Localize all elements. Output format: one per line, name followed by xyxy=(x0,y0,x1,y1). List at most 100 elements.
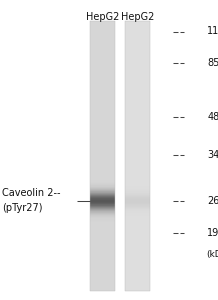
Bar xyxy=(125,111,150,112)
Bar xyxy=(125,61,150,62)
Text: 19: 19 xyxy=(207,227,218,238)
Bar xyxy=(90,146,115,147)
Bar xyxy=(125,83,150,84)
Bar xyxy=(125,184,150,185)
Bar xyxy=(90,64,115,65)
Text: (pTyr27): (pTyr27) xyxy=(2,203,43,214)
Bar xyxy=(90,209,115,210)
Bar xyxy=(125,265,150,266)
Bar xyxy=(125,250,150,251)
Bar xyxy=(90,29,115,30)
Bar xyxy=(90,100,115,101)
Bar xyxy=(90,44,115,45)
Bar xyxy=(125,140,150,141)
Bar xyxy=(90,171,115,172)
Bar xyxy=(125,40,150,41)
Bar xyxy=(90,287,115,288)
Bar xyxy=(125,84,150,85)
Bar xyxy=(125,278,150,279)
Bar xyxy=(90,172,115,173)
Bar xyxy=(125,230,150,231)
Bar xyxy=(90,25,115,26)
Bar xyxy=(90,182,115,183)
Bar xyxy=(90,85,115,86)
Bar xyxy=(125,32,150,33)
Bar xyxy=(125,164,150,165)
Bar xyxy=(90,155,115,156)
Bar xyxy=(90,87,115,88)
Bar xyxy=(90,194,115,195)
Bar xyxy=(90,238,115,239)
Bar xyxy=(125,141,150,142)
Bar xyxy=(125,279,150,280)
Bar xyxy=(125,160,150,161)
Bar xyxy=(125,255,150,256)
Bar xyxy=(125,95,150,96)
Bar xyxy=(90,56,115,57)
Bar xyxy=(90,77,115,78)
Bar xyxy=(90,101,115,102)
Bar xyxy=(125,122,150,123)
Bar xyxy=(125,235,150,236)
Bar xyxy=(90,254,115,255)
Bar xyxy=(125,171,150,172)
Bar xyxy=(90,158,115,159)
Bar xyxy=(125,24,150,25)
Bar xyxy=(125,187,150,188)
Bar xyxy=(90,235,115,236)
Bar xyxy=(90,286,115,287)
Bar xyxy=(90,165,115,166)
Bar xyxy=(90,76,115,77)
Bar xyxy=(90,21,115,291)
Bar xyxy=(90,276,115,277)
Bar xyxy=(125,74,150,75)
Bar xyxy=(90,114,115,115)
Bar xyxy=(125,138,150,139)
Bar xyxy=(125,202,150,203)
Bar xyxy=(125,191,150,192)
Bar xyxy=(125,25,150,26)
Bar xyxy=(125,197,150,198)
Bar xyxy=(125,118,150,119)
Bar xyxy=(90,115,115,116)
Bar xyxy=(90,259,115,260)
Bar xyxy=(125,199,150,200)
Bar xyxy=(125,94,150,95)
Bar xyxy=(125,90,150,91)
Bar xyxy=(125,161,150,162)
Bar xyxy=(125,152,150,153)
Bar xyxy=(90,208,115,209)
Bar xyxy=(90,78,115,79)
Bar xyxy=(90,49,115,50)
Bar xyxy=(125,149,150,150)
Bar xyxy=(125,178,150,179)
Bar xyxy=(90,220,115,221)
Bar xyxy=(90,252,115,253)
Bar xyxy=(90,253,115,254)
Bar xyxy=(90,157,115,158)
Bar xyxy=(125,151,150,152)
Bar xyxy=(90,196,115,197)
Bar xyxy=(90,175,115,176)
Bar xyxy=(90,51,115,52)
Bar xyxy=(125,274,150,275)
Bar xyxy=(125,154,150,155)
Bar xyxy=(90,148,115,149)
Bar xyxy=(125,257,150,258)
Bar xyxy=(125,120,150,121)
Bar xyxy=(125,226,150,227)
Bar xyxy=(90,270,115,271)
Bar xyxy=(125,280,150,281)
Bar xyxy=(90,245,115,246)
Bar xyxy=(125,105,150,106)
Text: 34: 34 xyxy=(207,149,218,160)
Bar xyxy=(125,213,150,214)
Bar xyxy=(90,268,115,269)
Bar xyxy=(90,104,115,105)
Bar xyxy=(125,43,150,44)
Bar xyxy=(90,119,115,120)
Bar xyxy=(125,194,150,195)
Bar xyxy=(125,63,150,64)
Bar xyxy=(125,200,150,201)
Bar xyxy=(125,36,150,37)
